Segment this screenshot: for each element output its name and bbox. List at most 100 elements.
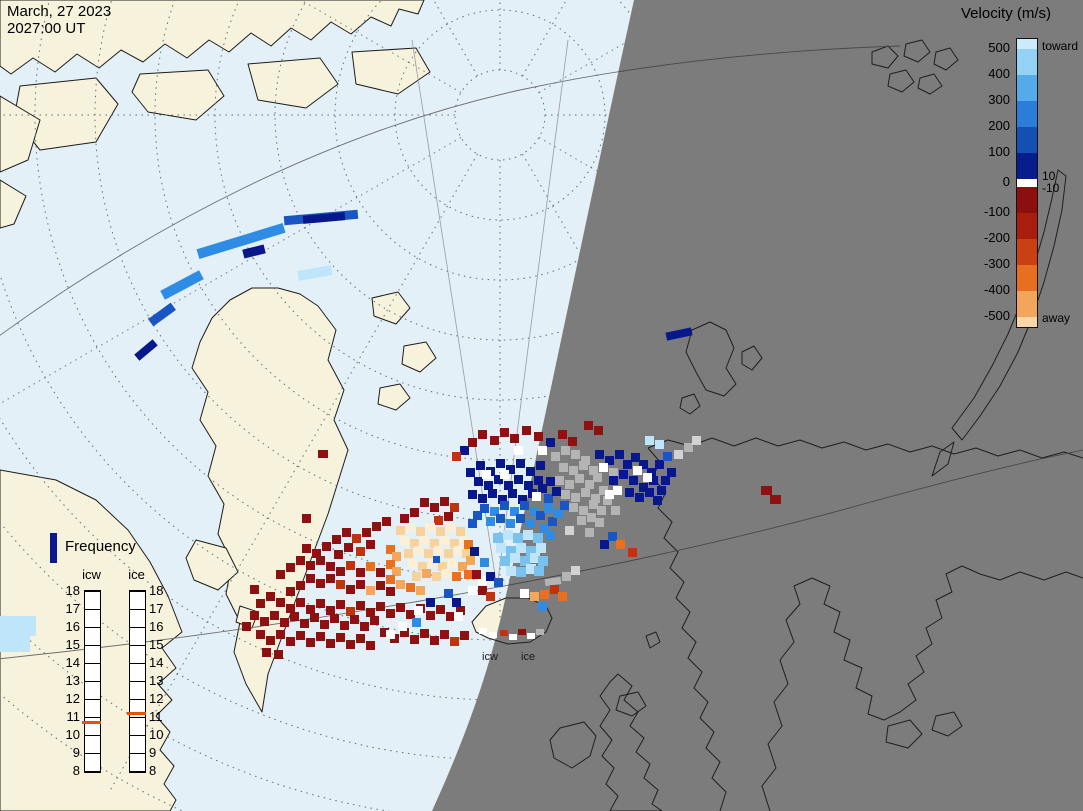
radar-cell <box>468 490 477 499</box>
radar-cell <box>494 578 503 587</box>
radar-cell <box>396 526 405 535</box>
radar-cell <box>514 475 523 484</box>
radar-cell <box>332 535 341 544</box>
franz-josef-outline <box>917 73 943 95</box>
radar-cell <box>527 633 535 639</box>
radar-cell <box>628 548 637 557</box>
radar-cell <box>280 618 289 627</box>
radar-cell <box>386 545 395 554</box>
radar-cell <box>518 629 526 635</box>
radar-cell <box>474 477 483 486</box>
radar-cell <box>456 527 465 536</box>
radar-cell <box>334 550 343 559</box>
radar-cell <box>386 560 395 569</box>
radar-cell <box>516 514 525 523</box>
radar-cell <box>520 556 530 566</box>
radar-cell <box>380 628 389 637</box>
radar-cell <box>433 556 440 563</box>
radar-cell <box>516 459 525 468</box>
radar-cell <box>430 503 439 512</box>
radar-cell <box>286 604 295 613</box>
radar-cell <box>506 519 515 528</box>
radar-cell <box>440 630 449 639</box>
radar-cell <box>442 569 451 578</box>
island <box>401 341 437 373</box>
radar-cell <box>416 586 425 595</box>
radar-cell <box>484 481 493 490</box>
radar-cell <box>514 446 523 455</box>
radar-cell <box>478 586 487 595</box>
radar-cell <box>356 547 365 556</box>
radar-cell <box>452 572 461 581</box>
radar-cell <box>510 553 520 563</box>
franz-josef-outline <box>887 69 915 93</box>
radar-cell <box>595 518 604 527</box>
radar-cell <box>480 558 489 567</box>
radar-cell <box>478 576 487 585</box>
radar-cell <box>286 637 295 646</box>
radar-cell <box>486 592 495 601</box>
radar-cell <box>438 562 447 571</box>
radar-cell <box>616 540 625 549</box>
radar-cell <box>274 650 283 659</box>
radar-cell <box>256 630 265 639</box>
radar-cell <box>498 495 507 504</box>
radar-cell <box>434 516 443 525</box>
radar-cell <box>302 514 311 523</box>
radar-cell <box>250 585 259 594</box>
radar-cell <box>559 463 568 472</box>
radar-cell <box>635 493 644 502</box>
radar-cell <box>297 265 333 281</box>
radar-cell <box>436 527 445 536</box>
radar-cell <box>645 488 654 497</box>
radar-cell <box>426 523 435 532</box>
radar-cell <box>302 212 346 224</box>
radar-cell <box>470 547 479 556</box>
radar-cell <box>655 440 664 449</box>
radar-cell <box>366 641 375 650</box>
radar-cell <box>581 456 590 465</box>
radar-cell <box>466 556 475 565</box>
radar-cell <box>306 638 315 647</box>
radar-cell <box>684 443 693 452</box>
radar-cell <box>500 428 509 437</box>
radar-cell <box>322 542 331 551</box>
radar-cell <box>418 562 427 571</box>
radar-cell <box>478 430 487 439</box>
norway-coast-outline <box>647 447 727 811</box>
radar-cell <box>526 564 536 574</box>
arctic-island <box>351 47 431 95</box>
radar-cell <box>536 511 545 520</box>
radar-cell <box>500 556 510 566</box>
radar-cell <box>482 470 491 479</box>
radar-cell <box>546 477 555 486</box>
radar-cell <box>444 512 453 521</box>
radar-cell <box>522 426 531 435</box>
radar-cell <box>486 517 495 526</box>
radar-cell <box>356 601 365 610</box>
radar-cell <box>585 528 594 537</box>
radar-cell <box>508 489 517 498</box>
radar-cell <box>276 598 285 607</box>
novaya-zemlya-outline <box>951 169 1067 441</box>
white-sea-outline <box>811 565 1083 721</box>
radar-cell <box>318 450 328 458</box>
radar-cell <box>336 600 345 609</box>
radar-cell <box>667 468 676 477</box>
radar-cell <box>468 438 477 447</box>
radar-cell <box>406 523 415 532</box>
radar-cell <box>406 610 415 619</box>
radar-cell <box>478 494 487 503</box>
radar-cell <box>458 562 467 571</box>
radar-cell <box>571 450 580 459</box>
radar-cell <box>593 473 602 482</box>
radar-cell <box>500 501 509 510</box>
radar-cell <box>420 629 429 638</box>
radar-cell <box>386 587 395 596</box>
radar-cell <box>366 608 375 617</box>
radar-cell <box>456 606 465 615</box>
radar-cell <box>302 544 311 553</box>
radar-cell <box>536 543 546 553</box>
radar-cell <box>548 517 557 526</box>
